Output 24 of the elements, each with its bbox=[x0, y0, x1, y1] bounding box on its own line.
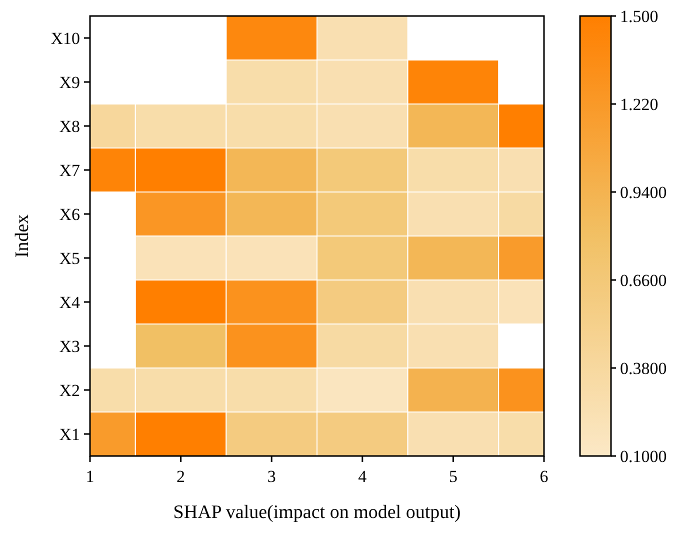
color-bar-label: 0.6600 bbox=[620, 270, 667, 290]
color-bar-label: 0.3800 bbox=[620, 358, 667, 378]
x-tick-label: 1 bbox=[86, 467, 94, 486]
y-tick-label: X1 bbox=[59, 424, 80, 444]
x-tick-label: 5 bbox=[448, 467, 458, 486]
y-tick-label: X4 bbox=[59, 292, 80, 312]
y-tick-label: X9 bbox=[59, 72, 80, 92]
x-axis-title: SHAP value(impact on model output) bbox=[173, 502, 461, 523]
y-axis-title: Index bbox=[12, 214, 33, 258]
y-tick-label: X6 bbox=[59, 204, 80, 224]
x-tick-label: 4 bbox=[358, 467, 368, 486]
x-tick-label: 3 bbox=[267, 467, 276, 486]
color-bar-label: 0.1000 bbox=[620, 446, 667, 466]
x-tick-label: 2 bbox=[176, 467, 186, 486]
color-bar-label: 0.9400 bbox=[620, 182, 667, 202]
color-bar-label: 1.500 bbox=[620, 6, 658, 26]
y-tick-label: X5 bbox=[59, 248, 80, 268]
y-tick-label: X7 bbox=[59, 160, 80, 180]
color-bar-label: 1.220 bbox=[620, 94, 658, 114]
y-tick-label: X10 bbox=[50, 28, 80, 48]
x-tick-label: 6 bbox=[540, 467, 548, 486]
y-tick-label: X3 bbox=[59, 336, 80, 356]
y-tick-label: X8 bbox=[59, 116, 80, 136]
y-tick-label: X2 bbox=[59, 380, 80, 400]
